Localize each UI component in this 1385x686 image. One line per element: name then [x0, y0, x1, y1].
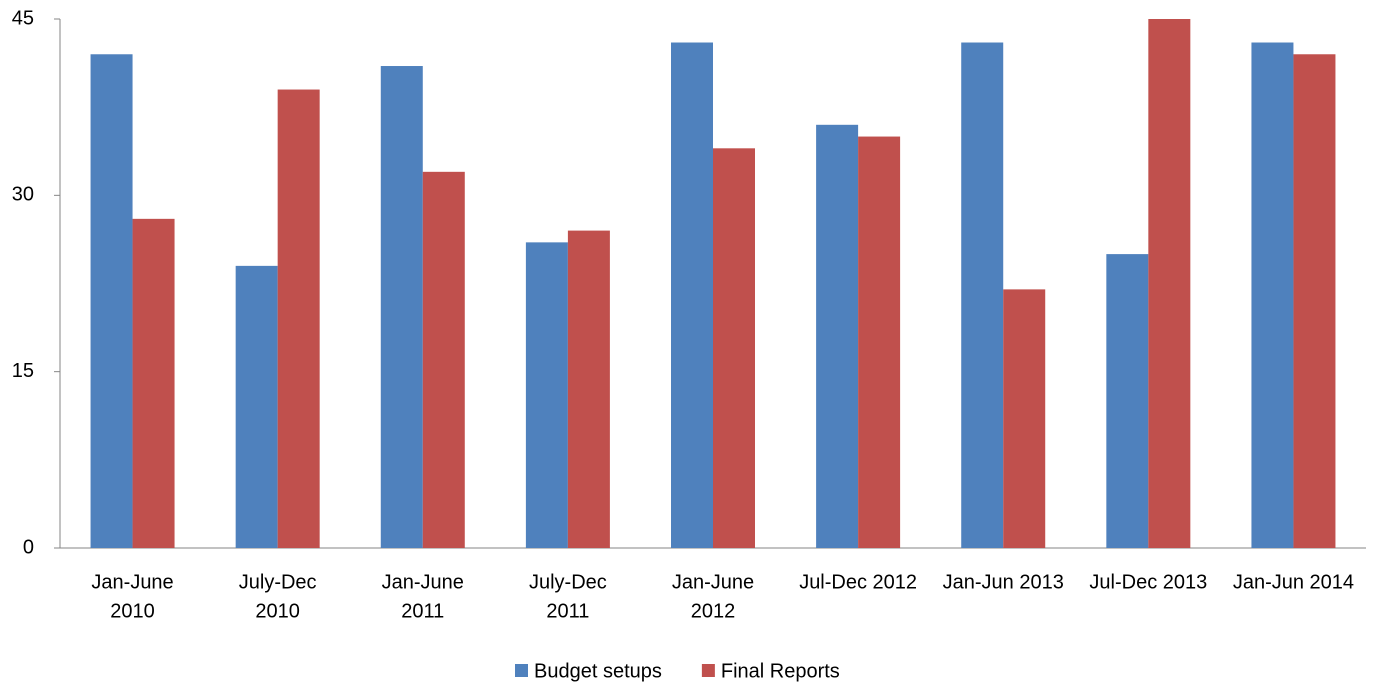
x-tick-label: Jan-June — [382, 571, 464, 593]
x-tick-label: 2010 — [110, 600, 155, 622]
x-tick-label: Jan-Jun 2013 — [943, 571, 1064, 593]
bar — [132, 218, 175, 548]
bar — [816, 124, 859, 549]
x-tick-label: Jul-Dec 2012 — [799, 571, 917, 593]
x-tick-label: 2010 — [255, 600, 300, 622]
bar — [1293, 54, 1336, 549]
legend-label: Final Reports — [721, 660, 840, 682]
legend-swatch — [701, 664, 715, 677]
legend-swatch — [515, 664, 528, 677]
bar — [525, 242, 568, 548]
legend-label: Budget setups — [534, 660, 662, 682]
y-tick-label: 15 — [12, 360, 34, 382]
bar — [90, 54, 133, 549]
y-tick-label: 30 — [12, 184, 34, 206]
y-tick-label: 0 — [23, 536, 34, 558]
bar — [1148, 19, 1191, 548]
bar — [713, 148, 755, 549]
bar — [858, 136, 901, 549]
x-tick-label: 2011 — [401, 600, 444, 622]
x-tick-label: July-Dec — [239, 571, 317, 593]
bar — [1251, 42, 1294, 549]
bar — [1003, 289, 1046, 548]
x-tick-label: Jan-Jun 2014 — [1233, 571, 1354, 593]
bar — [1106, 254, 1149, 548]
bar — [235, 265, 278, 548]
bar — [567, 230, 610, 548]
bar — [671, 42, 713, 549]
bar — [422, 171, 465, 549]
x-tick-label: July-Dec — [529, 571, 607, 593]
x-tick-label: Jan-June — [91, 571, 173, 593]
bar — [380, 66, 423, 549]
bar — [961, 42, 1004, 549]
x-tick-label: 2012 — [691, 600, 736, 622]
x-tick-label: 2011 — [546, 600, 589, 622]
x-tick-label: Jan-June — [672, 571, 754, 593]
bar — [277, 89, 320, 549]
x-tick-label: Jul-Dec 2013 — [1089, 571, 1207, 593]
y-tick-label: 45 — [12, 7, 34, 29]
